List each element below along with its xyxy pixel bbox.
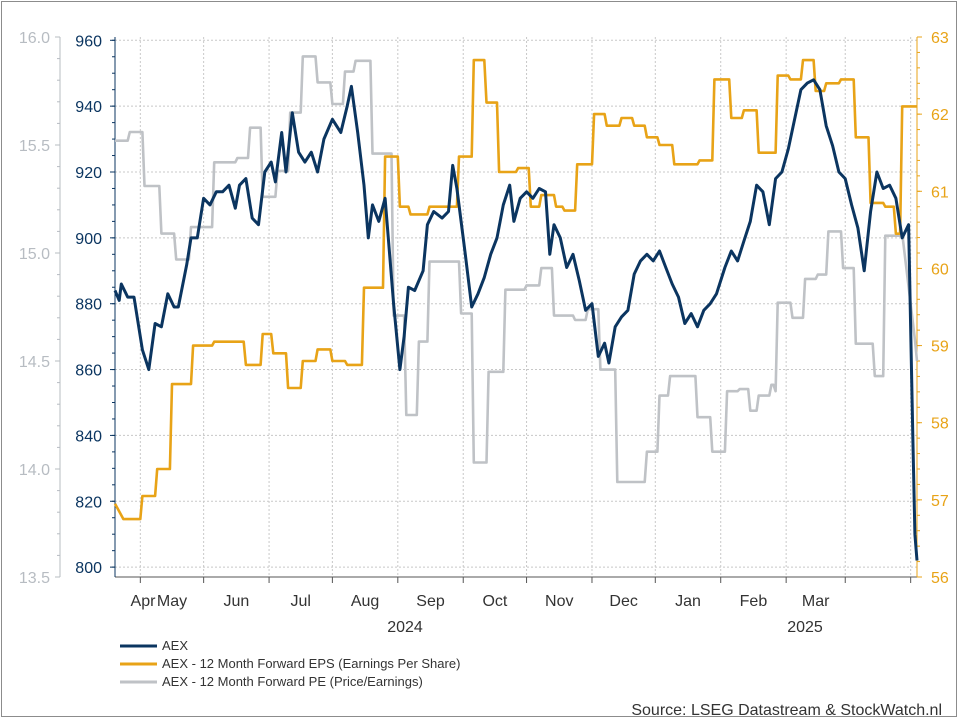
y-tick-label-aex: 880	[75, 297, 102, 314]
y-tick-label-aex: 940	[75, 99, 102, 116]
series-line-aex	[113, 78, 919, 561]
y-tick-label-eps: 63	[931, 30, 949, 47]
legend-label-eps: AEX - 12 Month Forward EPS (Earnings Per…	[162, 656, 460, 671]
legend-label-aex: AEX	[162, 638, 188, 653]
y-tick-label-eps: 61	[931, 184, 949, 201]
x-tick-label: Jan	[675, 593, 701, 610]
x-tick-label: Jul	[290, 593, 310, 610]
y-tick-label-pe: 13.5	[19, 570, 50, 587]
gridlines	[115, 37, 917, 577]
x-year-label: 2025	[787, 619, 823, 636]
y-tick-label-aex: 800	[75, 560, 102, 577]
x-year-label: 2024	[387, 619, 423, 636]
x-tick-label: Oct	[482, 593, 507, 610]
y-tick-label-pe: 14.0	[19, 462, 50, 479]
y-tick-label-aex: 820	[75, 494, 102, 511]
series-lines	[113, 55, 919, 561]
x-tick-label: Nov	[545, 593, 573, 610]
series-line-pe	[115, 55, 919, 484]
y-tick-label-pe: 15.5	[19, 138, 50, 155]
y-tick-label-eps: 62	[931, 107, 949, 124]
y-tick-label-pe: 14.5	[19, 354, 50, 371]
x-tick-label: Apr	[131, 593, 157, 610]
y-tick-label-pe: 15.0	[19, 246, 50, 263]
y-tick-label-eps: 58	[931, 416, 949, 433]
y-tick-label-aex: 860	[75, 363, 102, 380]
y-tick-label-pe: 16.0	[19, 30, 50, 47]
legend: AEX AEX - 12 Month Forward EPS (Earnings…	[120, 638, 460, 689]
x-tick-label: Aug	[351, 593, 379, 610]
source-credit: Source: LSEG Datastream & StockWatch.nl	[631, 702, 942, 718]
y-tick-label-aex: 840	[75, 428, 102, 445]
x-tick-label: Feb	[740, 593, 768, 610]
y-tick-label-aex: 960	[75, 33, 102, 50]
series-line-eps	[113, 58, 917, 521]
y-tick-label-aex: 920	[75, 165, 102, 182]
y-tick-label-eps: 57	[931, 493, 949, 510]
x-tick-label: Jun	[223, 593, 249, 610]
legend-label-pe: AEX - 12 Month Forward PE (Price/Earning…	[162, 674, 423, 689]
x-tick-label: Mar	[802, 593, 830, 610]
y-tick-label-eps: 56	[931, 570, 949, 587]
axes: Apr May Jun Jul Aug Sep Oct Nov Dec Jan Feb Mar 2024…	[19, 30, 949, 636]
x-tick-label: May	[157, 593, 187, 610]
x-tick-label: Sep	[416, 593, 445, 610]
y-tick-label-aex: 900	[75, 231, 102, 248]
y-tick-label-eps: 60	[931, 261, 949, 278]
y-tick-label-eps: 59	[931, 339, 949, 356]
x-tick-label: Dec	[609, 593, 637, 610]
